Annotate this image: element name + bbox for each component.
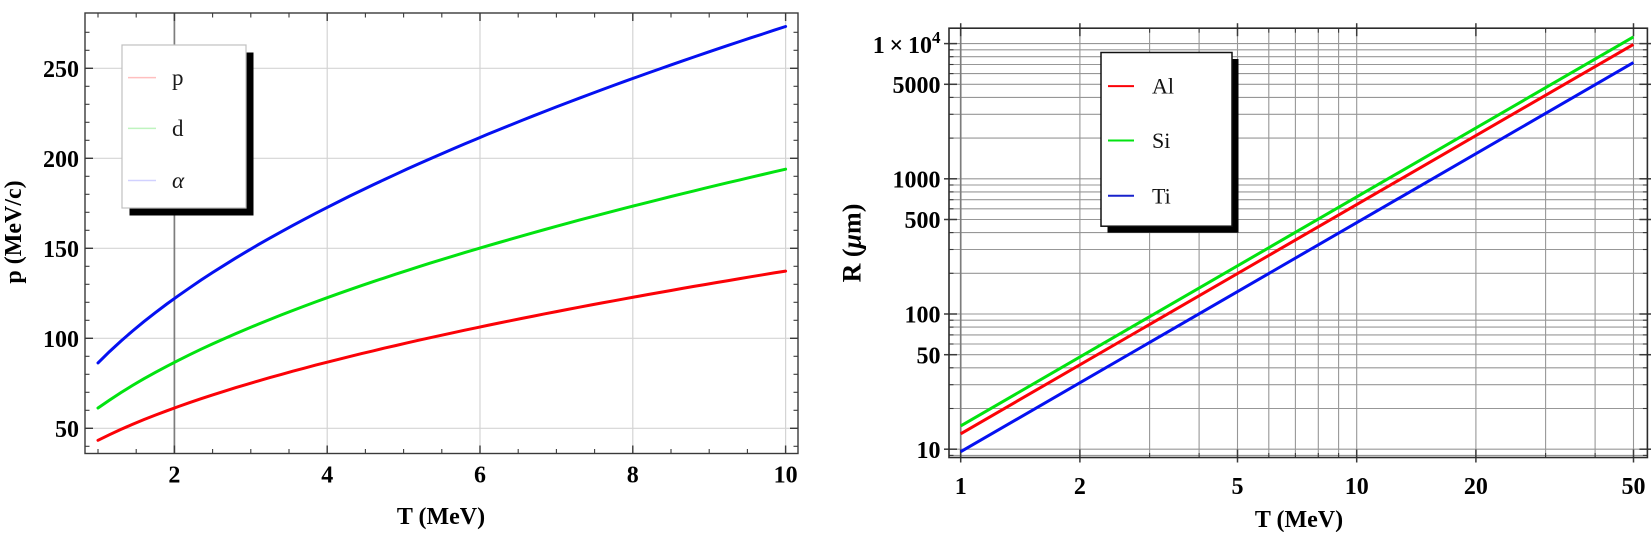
svg-text:Ti: Ti bbox=[1152, 183, 1171, 208]
svg-text:α: α bbox=[172, 168, 185, 193]
svg-text:T (MeV): T (MeV) bbox=[397, 504, 485, 530]
svg-text:1000: 1000 bbox=[893, 168, 941, 194]
svg-text:2: 2 bbox=[1074, 474, 1086, 500]
svg-text:10: 10 bbox=[774, 463, 798, 489]
svg-text:p: p bbox=[172, 65, 184, 90]
svg-text:p (MeV/c): p (MeV/c) bbox=[1, 180, 27, 283]
svg-text:250: 250 bbox=[43, 57, 79, 83]
svg-text:1 × 104: 1 × 104 bbox=[873, 28, 941, 59]
svg-text:200: 200 bbox=[43, 147, 79, 173]
svg-text:5000: 5000 bbox=[893, 73, 941, 99]
svg-text:Al: Al bbox=[1152, 74, 1174, 99]
svg-text:2: 2 bbox=[168, 463, 180, 489]
svg-text:10: 10 bbox=[1345, 474, 1369, 500]
svg-text:10: 10 bbox=[917, 438, 941, 464]
svg-text:4: 4 bbox=[321, 463, 333, 489]
svg-text:R (μm): R (μm) bbox=[838, 204, 867, 283]
svg-text:50: 50 bbox=[1622, 474, 1646, 500]
svg-text:Si: Si bbox=[1152, 128, 1170, 153]
svg-text:50: 50 bbox=[917, 343, 941, 369]
svg-text:1: 1 bbox=[955, 474, 967, 500]
svg-text:500: 500 bbox=[905, 208, 941, 234]
svg-text:20: 20 bbox=[1464, 474, 1488, 500]
svg-text:8: 8 bbox=[627, 463, 639, 489]
svg-text:6: 6 bbox=[474, 463, 486, 489]
svg-text:d: d bbox=[172, 116, 184, 141]
svg-text:100: 100 bbox=[905, 303, 941, 329]
svg-text:5: 5 bbox=[1232, 474, 1244, 500]
svg-text:150: 150 bbox=[43, 237, 79, 263]
svg-text:T (MeV): T (MeV) bbox=[1255, 507, 1343, 532]
svg-text:100: 100 bbox=[43, 327, 79, 353]
svg-text:50: 50 bbox=[55, 417, 79, 443]
